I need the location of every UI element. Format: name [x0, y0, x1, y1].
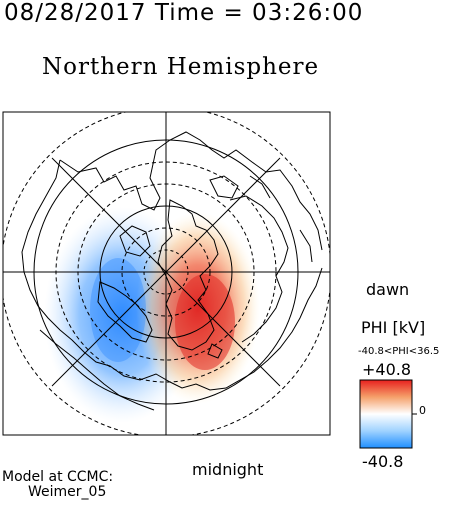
hemisphere-title: Northern Hemisphere — [42, 54, 320, 80]
colorbar — [359, 379, 413, 449]
meridian-grid — [3, 112, 330, 435]
dawn-label: dawn — [366, 280, 410, 299]
timestamp: 08/28/2017 Time = 03:26:00 — [4, 0, 364, 26]
model-credit: Model at CCMC: Weimer_05 — [2, 470, 113, 500]
colorbar-min-label: -40.8 — [362, 452, 404, 471]
model-credit-line2: Weimer_05 — [28, 484, 107, 500]
colorbar-title: PHI [kV] — [361, 318, 426, 337]
negative-potential-core — [90, 258, 146, 362]
colorbar-max-label: +40.8 — [362, 360, 412, 379]
positive-potential-core — [175, 274, 235, 370]
colorbar-zero-label: 0 — [419, 404, 426, 417]
colorbar-range: -40.8<PHI<36.5 — [358, 346, 440, 357]
model-credit-line1: Model at CCMC: — [2, 469, 114, 485]
midnight-label: midnight — [192, 460, 264, 479]
coastlines — [21, 131, 323, 411]
